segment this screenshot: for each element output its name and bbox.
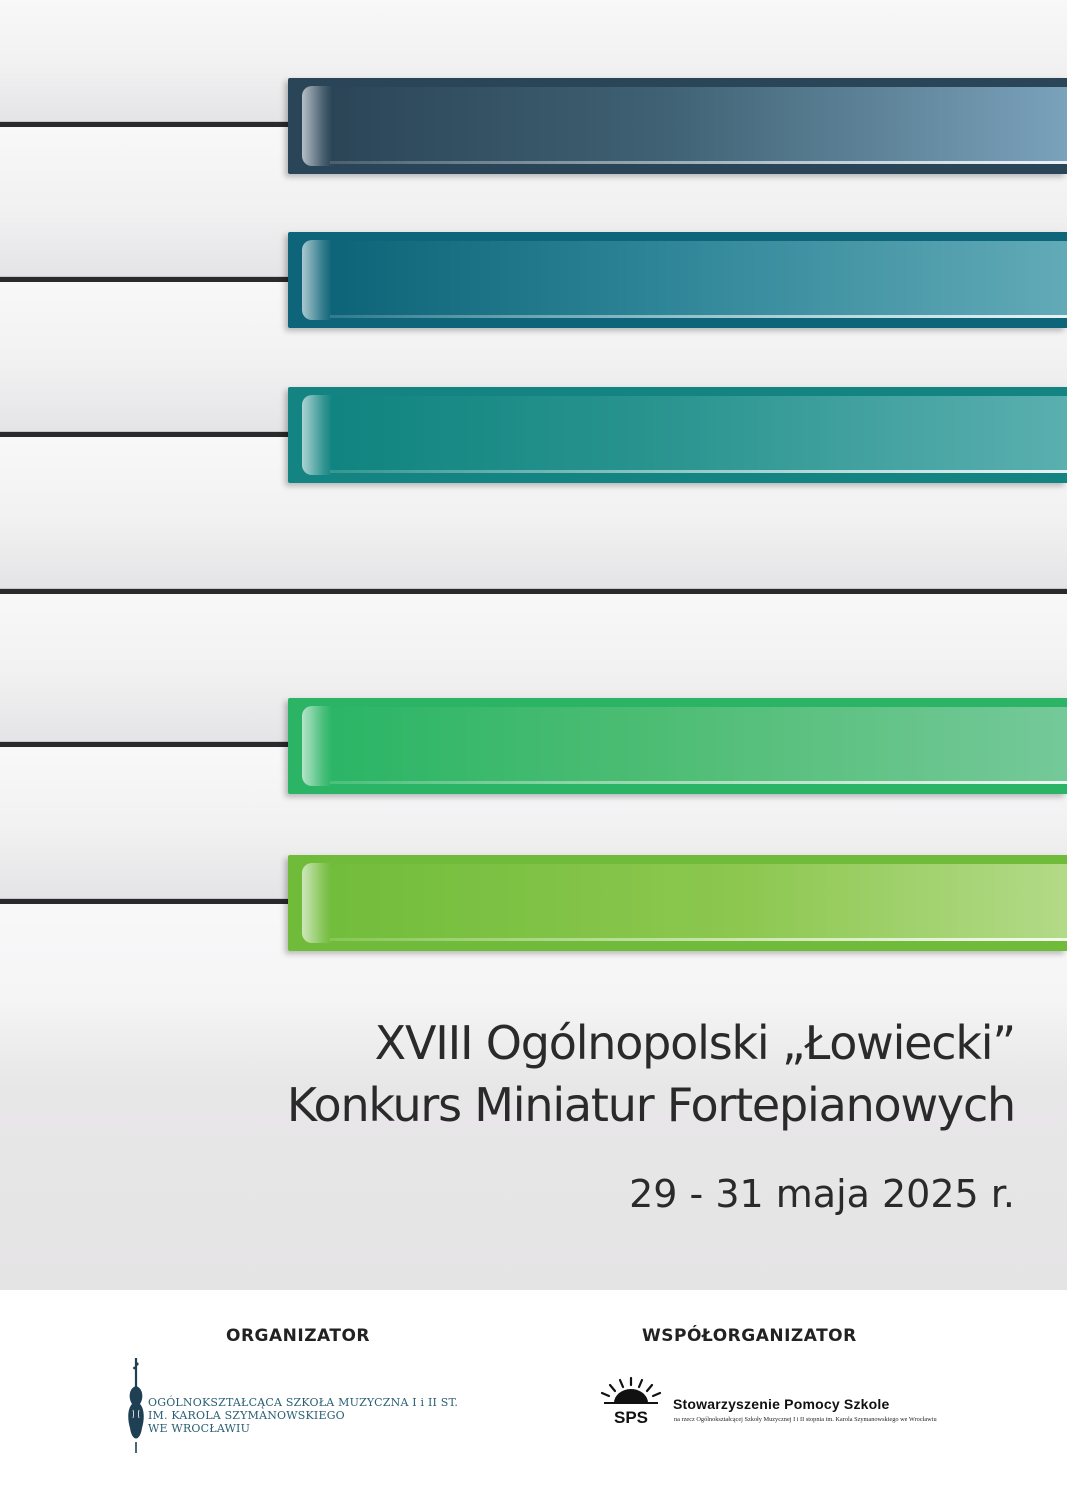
school-name-line: WE WROCŁAWIU xyxy=(148,1422,251,1435)
school-name-line: IM. KAROLA SZYMANOWSKIEGO xyxy=(148,1409,345,1422)
black-key-green xyxy=(288,698,1067,794)
black-key-teal xyxy=(288,387,1067,483)
key-divider xyxy=(0,589,1067,594)
event-dates: 29 - 31 maja 2025 r. xyxy=(629,1172,1015,1216)
black-key-navy xyxy=(288,78,1067,174)
black-key-petrol xyxy=(288,232,1067,328)
association-name: Stowarzyszenie Pomocy Szkole xyxy=(673,1396,890,1412)
event-title-line1: XVIII Ogólnopolski „Łowiecki” xyxy=(374,1016,1017,1070)
sps-sunburst-icon: SPS xyxy=(600,1376,662,1426)
school-name-line: OGÓLNOKSZTAŁCĄCA SZKOŁA MUZYCZNA I i II … xyxy=(148,1396,459,1409)
organizer-label: ORGANIZATOR xyxy=(226,1326,371,1346)
black-key-lime xyxy=(288,855,1067,951)
sps-logo-text: SPS xyxy=(614,1408,648,1426)
co-organizer-label: WSPÓŁORGANIZATOR xyxy=(642,1326,857,1346)
violin-icon xyxy=(128,1358,144,1453)
association-subtitle: na rzecz Ogólnokształcącej Szkoły Muzycz… xyxy=(674,1416,937,1423)
footer xyxy=(0,1290,1067,1500)
event-title-line2: Konkurs Miniatur Fortepianowych xyxy=(286,1078,1016,1132)
title-backdrop xyxy=(0,1000,1067,1290)
